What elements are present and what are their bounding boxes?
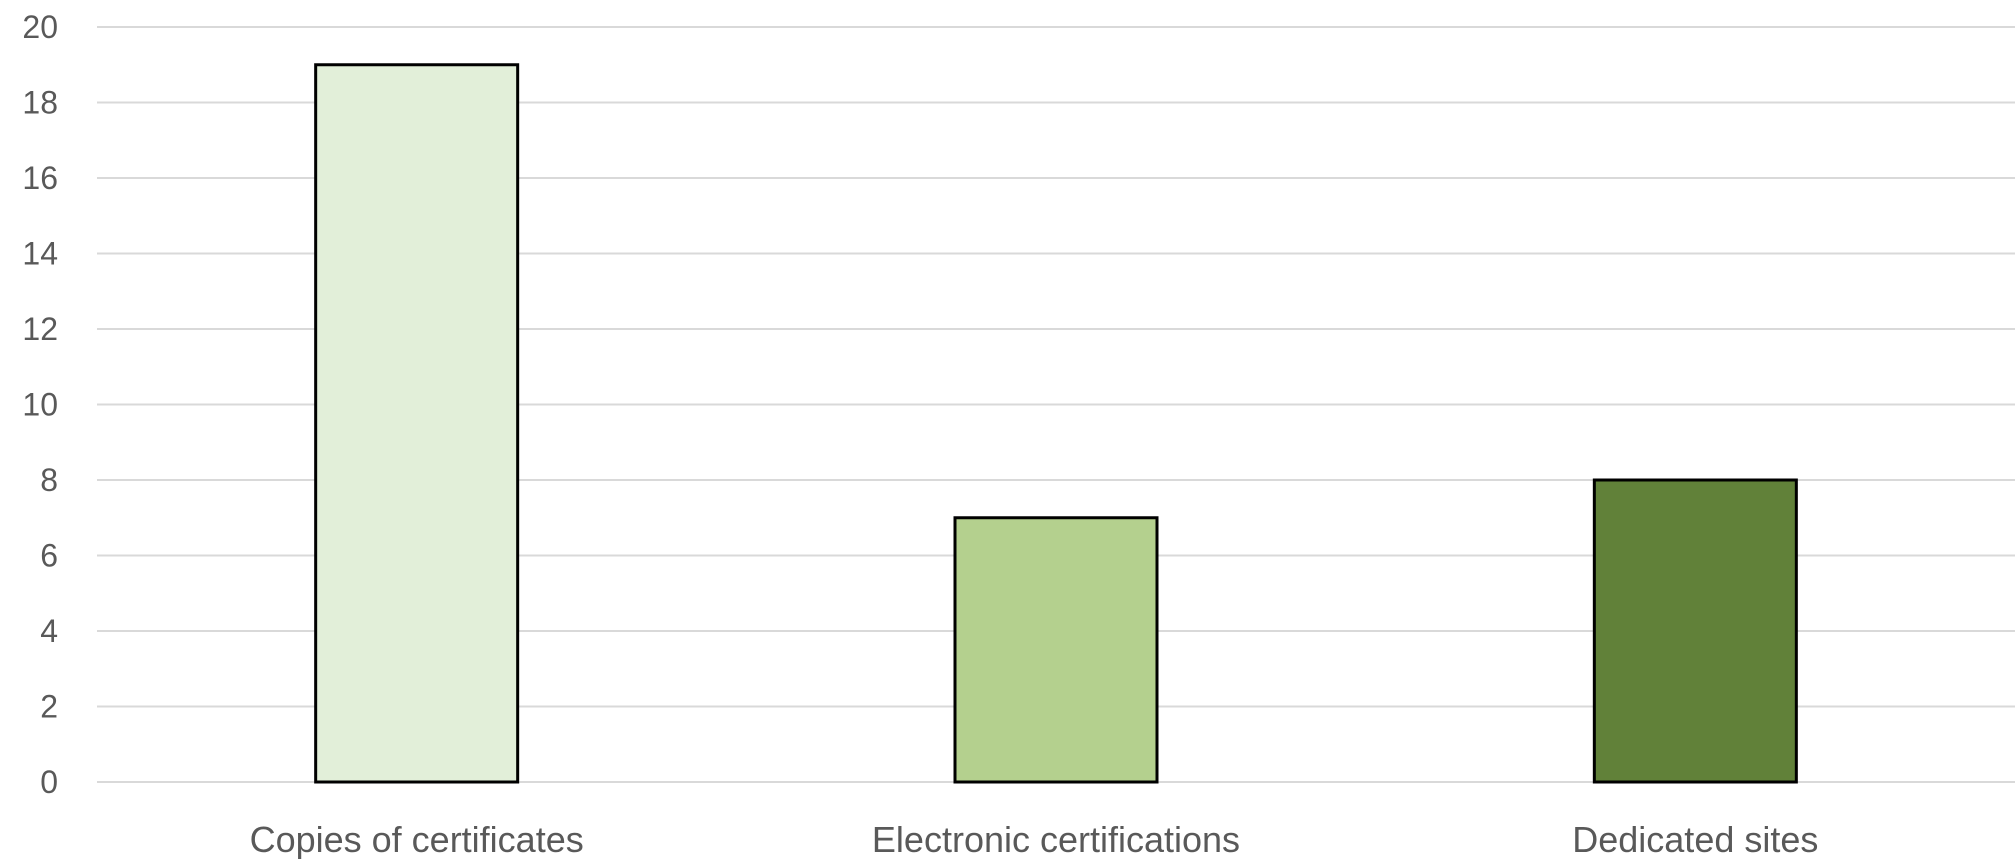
y-tick-label: 16 — [22, 160, 58, 196]
y-tick-label: 18 — [22, 85, 58, 121]
x-category-label: Dedicated sites — [1572, 819, 1818, 859]
bars — [314, 63, 1798, 784]
y-tick-label: 10 — [22, 387, 58, 423]
y-axis-tick-labels: 0 2 4 6 8 10 12 14 16 18 20 — [22, 9, 58, 800]
bar-electronic-certifications — [953, 516, 1159, 784]
x-category-label: Copies of certificates — [250, 819, 584, 859]
y-tick-label: 12 — [22, 311, 58, 347]
y-tick-label: 0 — [40, 764, 58, 800]
y-tick-label: 4 — [40, 613, 58, 649]
y-tick-label: 20 — [22, 9, 58, 45]
bar-copies-of-certificates — [314, 63, 520, 784]
y-tick-label: 6 — [40, 538, 58, 574]
y-tick-label: 2 — [40, 689, 58, 725]
x-category-label: Electronic certifications — [872, 819, 1240, 859]
y-tick-label: 14 — [22, 236, 58, 272]
y-tick-label: 8 — [40, 462, 58, 498]
bar-dedicated-sites — [1592, 478, 1798, 784]
x-axis-category-labels: Copies of certificates Electronic certifi… — [250, 819, 1819, 859]
